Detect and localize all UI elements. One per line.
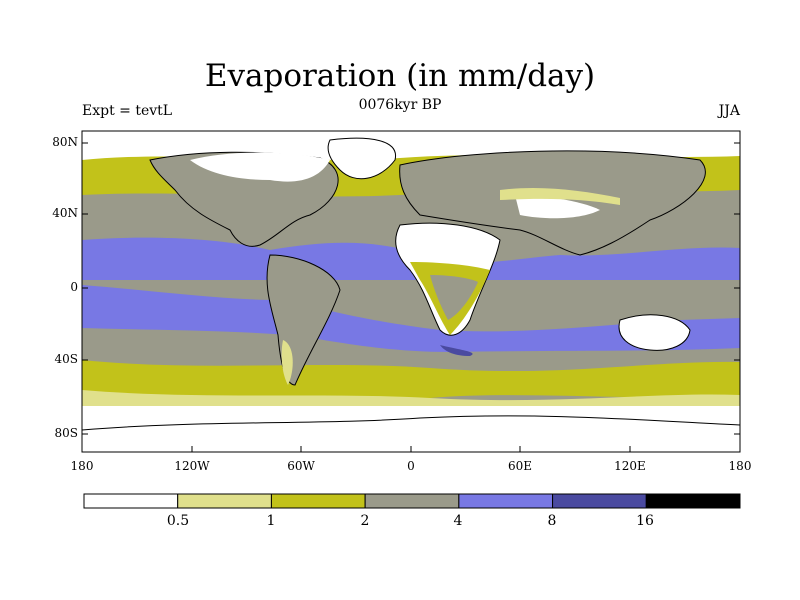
lon-ticks	[81, 446, 741, 452]
colorbar-swatch	[177, 493, 272, 509]
lat-label-0: 0	[70, 280, 78, 294]
colorbar	[83, 493, 741, 509]
colorbar-swatch	[364, 493, 460, 509]
antarctic-low-band	[82, 405, 740, 452]
colorbar-swatch	[270, 493, 366, 509]
colorbar-swatch	[458, 493, 554, 509]
lat-label-40n: 40N	[52, 206, 78, 220]
lon-label-120e: 120E	[614, 459, 646, 473]
lat-label-80s: 80S	[54, 426, 79, 440]
lat-ticks	[82, 142, 740, 435]
map-field	[82, 131, 740, 452]
lon-label-60e: 60E	[507, 459, 533, 473]
map-title: Evaporation (in mm/day)	[204, 58, 596, 94]
colorbar-label-2: 2	[360, 513, 370, 529]
colorbar-label-16: 16	[636, 513, 654, 529]
colorbar-swatch	[83, 493, 179, 509]
lat-label-40s: 40S	[54, 352, 79, 366]
season-label: JJA	[718, 103, 740, 119]
colorbar-label-0-5: 0.5	[166, 513, 190, 529]
lon-label-60w: 60W	[287, 459, 315, 473]
colorbar-swatch	[552, 493, 647, 509]
lon-label-180e: 180	[728, 459, 752, 473]
experiment-label: Expt = tevtL	[82, 103, 173, 119]
lon-label-120w: 120W	[174, 459, 210, 473]
colorbar-label-4: 4	[453, 513, 463, 529]
colorbar-label-8: 8	[547, 513, 557, 529]
lat-label-80n: 80N	[52, 135, 78, 149]
colorbar-swatch	[645, 493, 741, 509]
southern-tropical-band	[82, 285, 740, 352]
lon-label-0: 0	[407, 459, 415, 473]
colorbar-label-1: 1	[266, 513, 276, 529]
lon-label-180w: 180	[70, 459, 94, 473]
period-label: 0076kyr BP	[358, 97, 442, 113]
